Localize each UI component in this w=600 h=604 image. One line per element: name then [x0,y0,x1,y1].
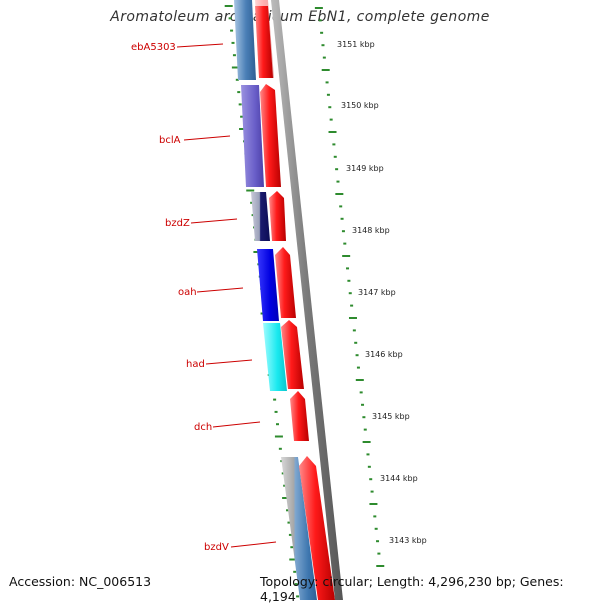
gene-label-bzdZ[interactable]: bzdZ [165,218,190,229]
scale-tick-track [314,7,385,567]
genome-backbone [271,0,343,600]
operon-arrow-2[interactable] [255,6,273,78]
gene-label-oah[interactable]: oah [178,287,197,298]
scale-label-3143: 3143 kbp [389,536,427,545]
operon-arrow-track [255,0,335,600]
scale-label-3150: 3150 kbp [341,101,379,110]
gene-label-bclA[interactable]: bclA [159,135,181,146]
scale-label-3146: 3146 kbp [365,350,403,359]
gene-feature-oah[interactable] [257,249,279,321]
gene-feature-had[interactable] [263,323,287,391]
accession-text: Accession: NC_006513 [9,574,152,589]
gene-feature-ebA5303[interactable] [234,0,256,80]
gene-feature-bclA[interactable] [241,85,264,187]
scale-label-3148: 3148 kbp [352,226,390,235]
operon-arrow-4[interactable] [269,191,286,241]
gene-feature-track [234,0,317,600]
operon-arrow-8[interactable] [299,456,335,600]
gene-label-dch[interactable]: dch [194,422,212,433]
gene-feature-bzdZ[interactable] [251,192,270,241]
scale-label-3147: 3147 kbp [358,288,396,297]
map-title: Aromatoleum aromaticum EbN1, complete ge… [110,9,490,25]
scale-label-3151: 3151 kbp [337,40,375,49]
gene-label-track: ebA5303 bclA bzdZ oah had dch bzdV [131,42,277,553]
gene-label-bzdV[interactable]: bzdV [204,542,229,553]
gene-label-ebA5303[interactable]: ebA5303 [131,42,176,53]
scale-label-3145: 3145 kbp [372,412,410,421]
scale-label-3144: 3144 kbp [380,474,418,483]
scale-labels: 3151 kbp 3150 kbp 3149 kbp 3148 kbp 3147… [337,40,427,545]
operon-arrow-6[interactable] [281,320,304,389]
gene-feature-bzdV[interactable] [281,457,317,600]
operon-arrow-3[interactable] [260,84,281,187]
scale-label-3149: 3149 kbp [346,164,384,173]
operon-arrow-7[interactable] [290,391,309,441]
gene-label-had[interactable]: had [186,359,205,370]
operon-arrow-5[interactable] [275,247,296,318]
